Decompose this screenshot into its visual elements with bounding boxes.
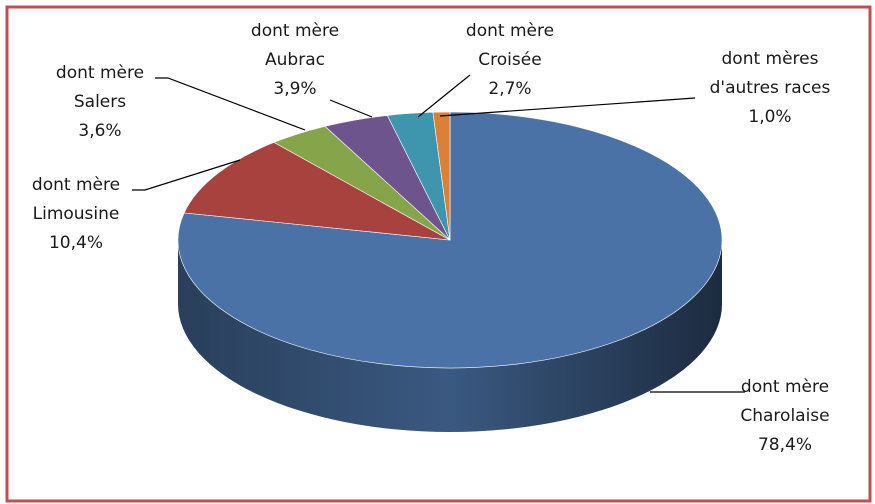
- data-label-name-2: dont mère: [56, 63, 144, 83]
- data-label-value-5: 1,0%: [748, 107, 791, 127]
- leader-line-1: [132, 159, 241, 191]
- data-label-value-2: 3,6%: [78, 121, 121, 141]
- pie-slice-0: [177, 111, 723, 369]
- pie-side-0: [178, 240, 722, 432]
- data-label-name-3: dont mère: [251, 21, 339, 41]
- data-label-value-1: 10,4%: [49, 233, 103, 253]
- data-label-name-4: Croisée: [478, 50, 541, 70]
- pie-slice-1: [183, 142, 451, 241]
- data-label-value-4: 2,7%: [488, 79, 531, 99]
- data-label-name-0: dont mère: [741, 377, 829, 397]
- data-label-value-0: 78,4%: [758, 435, 812, 455]
- leader-line-4: [417, 74, 471, 118]
- leader-line-5: [439, 97, 696, 117]
- data-label-name-1: dont mère: [32, 175, 120, 195]
- data-label-value-3: 3,9%: [273, 79, 316, 99]
- pie-slice-5: [432, 111, 451, 241]
- data-label-name-5: dont mères: [722, 49, 819, 69]
- data-label-name-0: Charolaise: [740, 406, 829, 426]
- data-label-name-1: Limousine: [33, 204, 120, 224]
- data-label-name-4: dont mère: [466, 21, 554, 41]
- data-label-name-2: Salers: [74, 92, 126, 112]
- chart-border: [5, 5, 872, 503]
- data-label-name-5: d'autres races: [710, 78, 831, 98]
- data-label-name-3: Aubrac: [265, 50, 325, 70]
- leader-line-2: [155, 77, 306, 131]
- leader-line-3: [329, 99, 373, 118]
